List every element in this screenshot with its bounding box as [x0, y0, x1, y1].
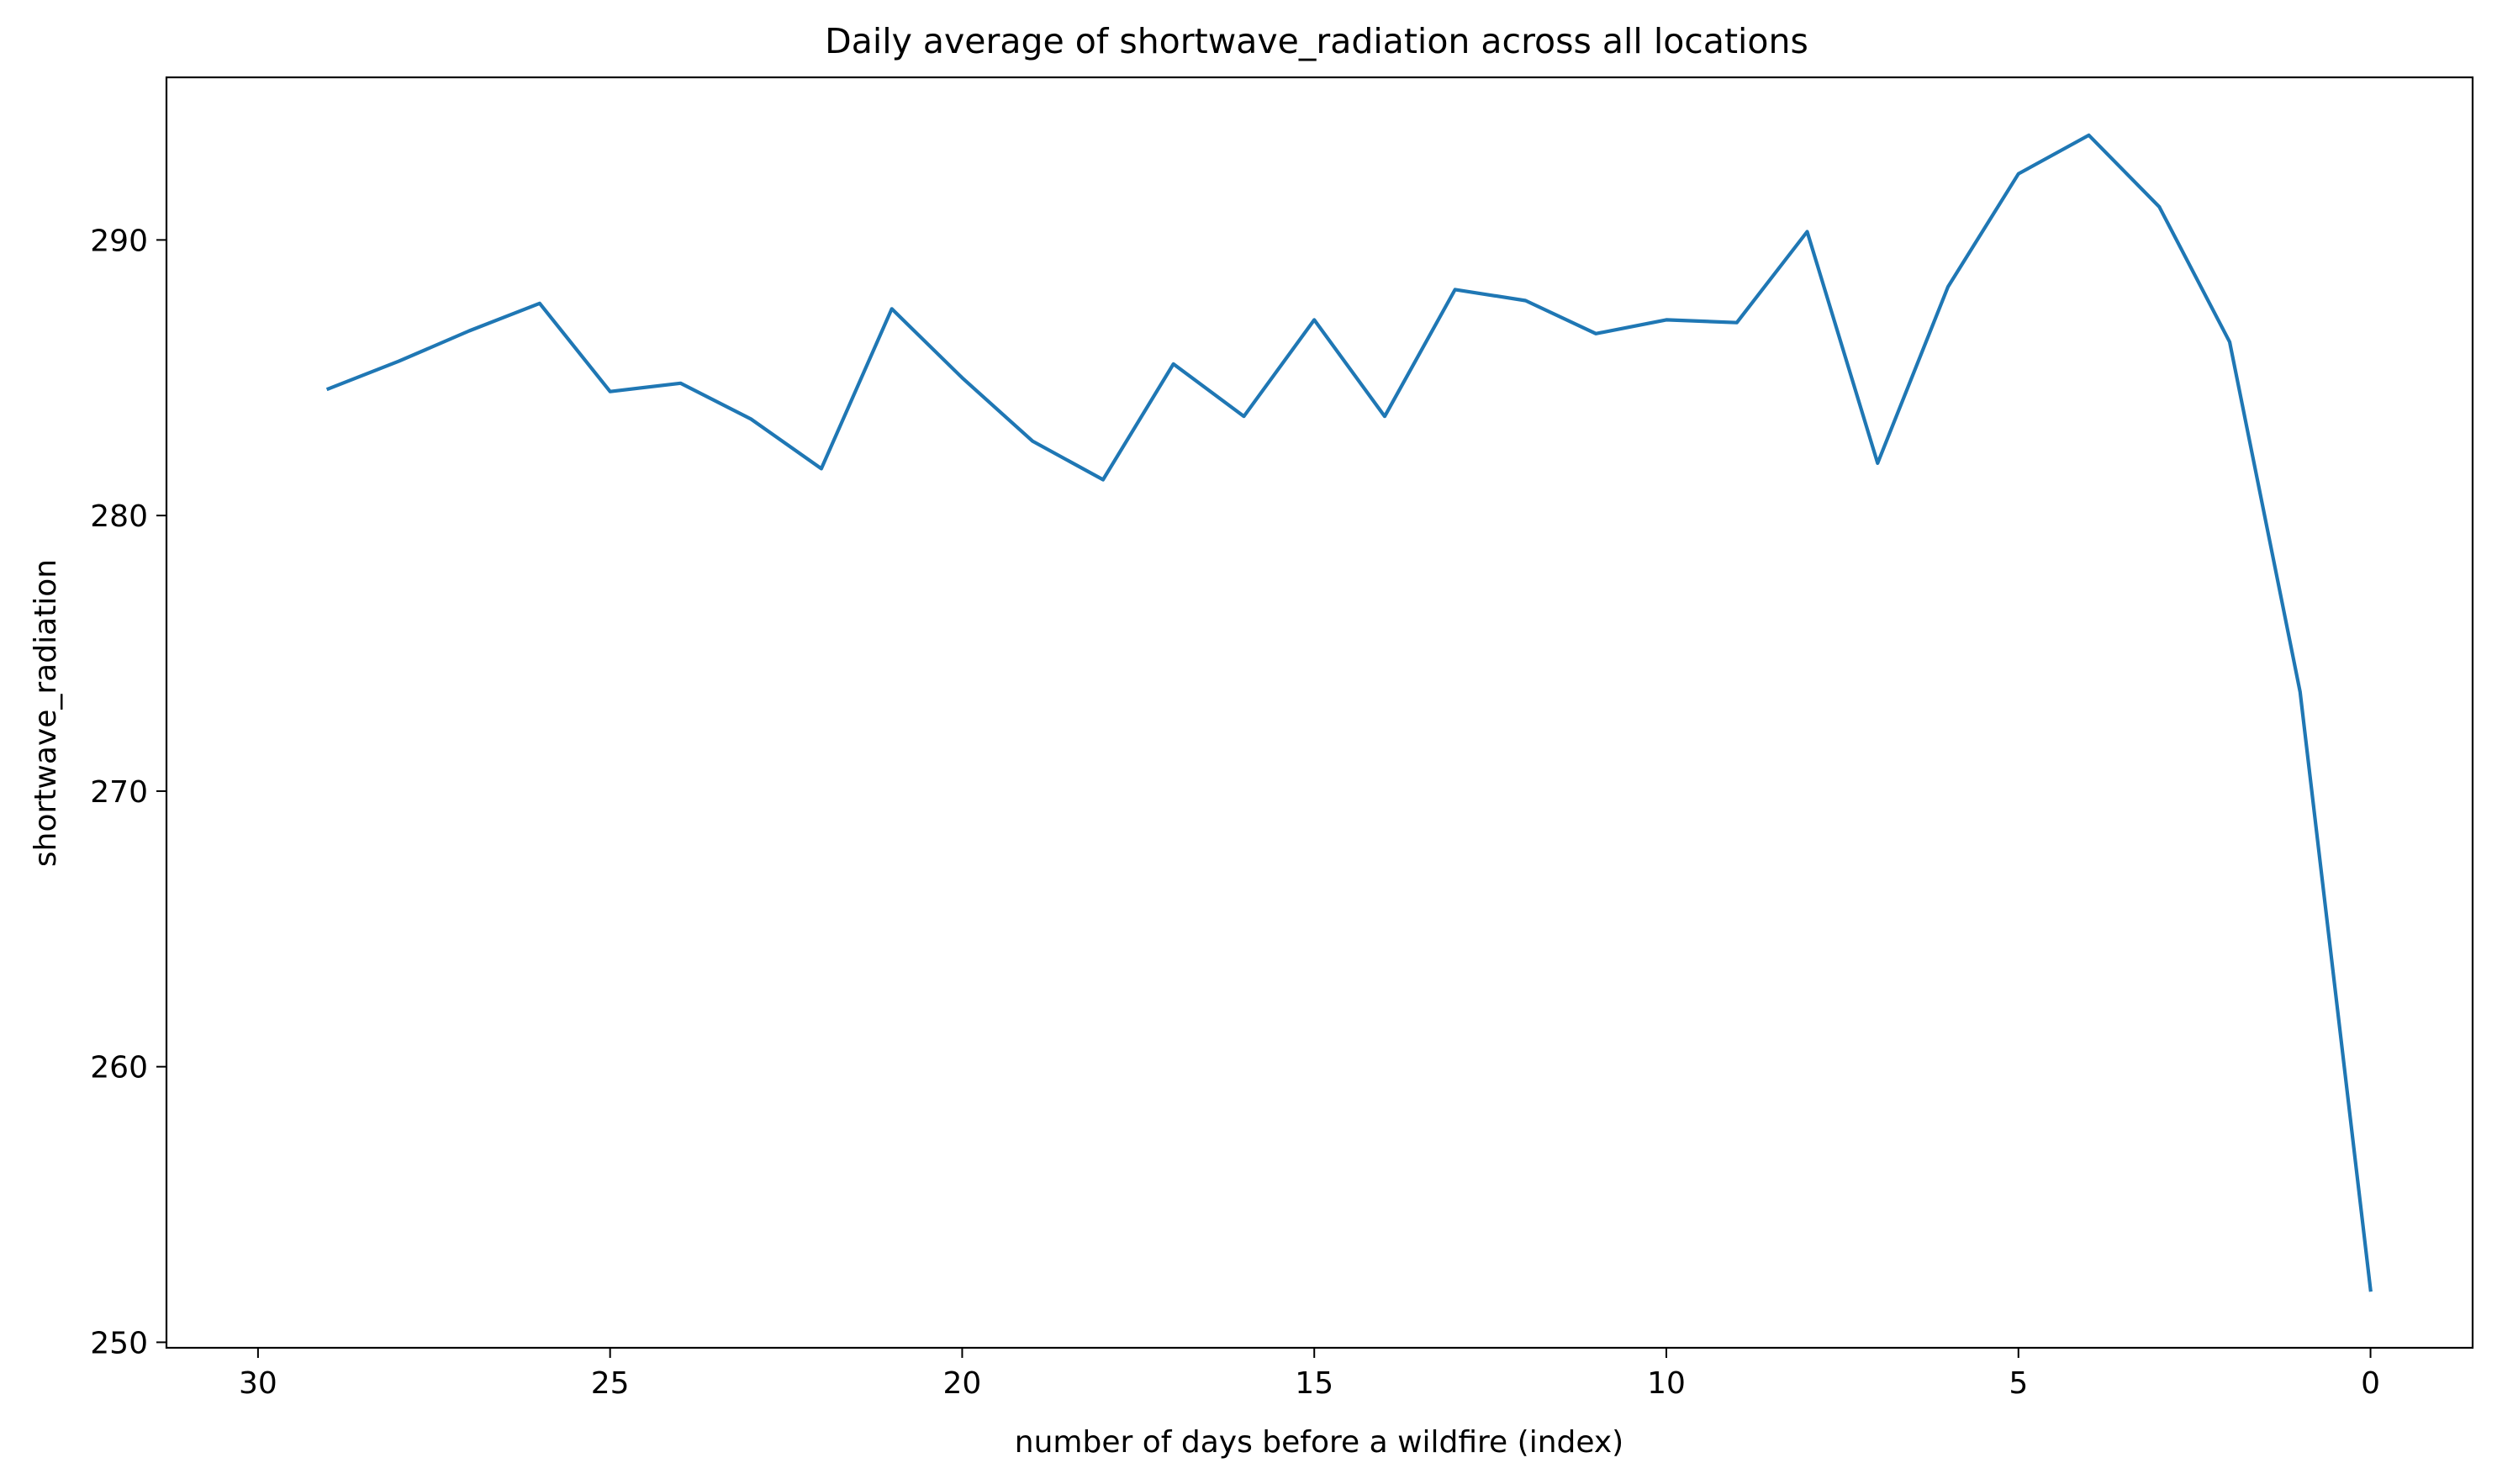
x-tick-label: 10 [1647, 1366, 1686, 1401]
y-tick-label: 260 [90, 1051, 148, 1085]
x-tick-label: 30 [239, 1366, 277, 1401]
plot-frame [165, 76, 2474, 1349]
y-axis: 250 260 270 280 290 [90, 224, 166, 1360]
y-tick-label: 250 [90, 1326, 148, 1360]
plot-area [325, 133, 2373, 1292]
y-tick-label: 290 [90, 224, 148, 258]
x-tick-label: 5 [2009, 1366, 2028, 1401]
y-tick-label: 270 [90, 775, 148, 810]
series-line-0 [325, 133, 2373, 1292]
x-tick-label: 15 [1295, 1366, 1333, 1401]
y-axis-label: shortwave_radiation [29, 559, 63, 867]
x-tick-label: 0 [2361, 1366, 2380, 1401]
y-tick-label: 280 [90, 499, 148, 534]
x-axis-label: number of days before a wildfire (index) [1015, 1425, 1623, 1460]
chart-title: Daily average of shortwave_radiation acr… [825, 21, 1808, 61]
x-tick-label: 20 [943, 1366, 982, 1401]
x-tick-label: 25 [591, 1366, 630, 1401]
x-axis: 30 25 20 15 10 5 0 [239, 1348, 2380, 1401]
